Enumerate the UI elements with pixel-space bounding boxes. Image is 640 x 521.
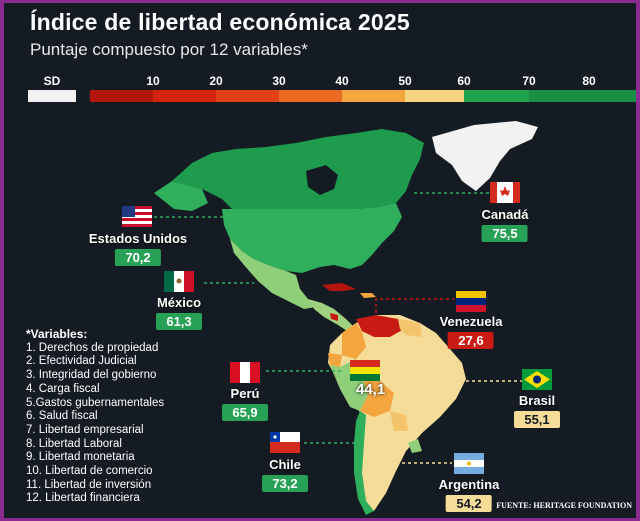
canada-shape — [172, 129, 424, 209]
country-name: Brasil — [518, 393, 556, 408]
score-badge: 55,1 — [514, 411, 560, 428]
cuba-shape — [322, 283, 356, 291]
legend-band-1 — [90, 90, 153, 102]
legend-band-6 — [405, 90, 464, 102]
variable-item: 6. Salud fiscal — [26, 410, 98, 423]
legend-sd-swatch — [28, 90, 76, 102]
score-badge: 61,3 — [156, 313, 202, 330]
legend-band-8 — [529, 90, 636, 102]
legend-band-7 — [464, 90, 529, 102]
variable-item: 10. Libertad de comercio — [26, 465, 153, 478]
variable-item: 7. Libertad empresarial — [26, 423, 144, 436]
nicaragua-shape — [330, 313, 338, 321]
chile-shape — [354, 411, 374, 515]
legend-sd-label: SD — [43, 74, 61, 88]
legend-tick-label: 60 — [457, 74, 471, 88]
legend-tick-label: 10 — [146, 74, 160, 88]
paraguay-shape — [390, 411, 408, 431]
flag-canada-icon — [490, 182, 520, 203]
flag-argentina-icon — [454, 453, 484, 474]
legend-tick-label: 40 — [335, 74, 349, 88]
colombia-shape — [342, 323, 366, 359]
variable-item: 9. Libertad monetaria — [26, 451, 135, 464]
legend-color-bar — [90, 90, 636, 102]
flag-bolivia-icon — [350, 360, 380, 381]
country-name: Estados Unidos — [88, 231, 188, 246]
legend-tick-label: 20 — [209, 74, 223, 88]
ecuador-shape — [328, 353, 342, 367]
country-name: Venezuela — [439, 314, 503, 329]
callout-usa: Estados Unidos 70,2 — [89, 231, 187, 267]
country-name: Perú — [230, 386, 260, 401]
flag-brasil-icon — [522, 369, 552, 390]
score-badge: 73,2 — [262, 475, 308, 492]
connector-venezuela — [375, 298, 454, 319]
usa-shape — [222, 203, 402, 273]
map-canvas — [28, 90, 636, 515]
flag-venezuela-icon — [456, 291, 486, 312]
variable-item: 1. Derechos de propiedad — [26, 341, 159, 354]
callout-venezuela: Venezuela 27,6 — [439, 314, 503, 350]
score-badge: 70,2 — [115, 249, 161, 266]
mexico-shape — [230, 239, 316, 309]
flag-mexico-icon — [164, 271, 194, 292]
alaska-shape — [154, 181, 208, 211]
callout-brasil: Brasil 55,1 — [514, 393, 560, 429]
score-badge: 75,5 — [482, 225, 528, 242]
legend-tick-label: 80 — [582, 74, 596, 88]
score-badge: 65,9 — [222, 404, 268, 421]
variable-item: 4. Carga fiscal — [26, 382, 100, 395]
greenland-shape — [432, 121, 538, 191]
legend-band-2 — [153, 90, 216, 102]
variable-item: 11. Libertad de inversión — [26, 478, 152, 491]
variables-title: *Variables: — [26, 327, 88, 341]
legend-tick-label: 70 — [522, 74, 536, 88]
flag-usa-icon — [122, 206, 152, 227]
callout-canada: Canadá 75,5 — [481, 207, 529, 243]
venezuela-shape — [356, 315, 404, 337]
source-credit: FUENTE: HERITAGE FOUNDATION — [496, 501, 632, 510]
legend-tick-label: 30 — [272, 74, 286, 88]
legend-band-3 — [216, 90, 279, 102]
hudson-bay — [306, 165, 338, 195]
country-name: México — [156, 295, 202, 310]
variable-item: 8. Libertad Laboral — [26, 437, 122, 450]
callout-argentina: Argentina 54,2 — [438, 477, 500, 513]
legend-band-4 — [279, 90, 342, 102]
uruguay-shape — [408, 439, 422, 453]
score-badge: 54,2 — [445, 495, 492, 512]
callout-peru: Perú 65,9 — [222, 386, 268, 422]
country-name: Argentina — [438, 477, 500, 492]
country-name: Chile — [269, 457, 301, 472]
callout-mexico: México 61,3 — [156, 295, 202, 331]
infographic: Índice de libertad económica 2025 Puntaj… — [4, 3, 636, 518]
variable-item: 3. Integridad del gobierno — [26, 369, 157, 382]
legend-tick-label: 50 — [398, 74, 412, 88]
country-name: Canadá — [481, 207, 529, 222]
variables-list: *Variables: 1. Derechos de propiedad 2. … — [26, 327, 165, 506]
page-title: Índice de libertad económica 2025 — [30, 9, 410, 35]
variable-item: 12. Libertad financiera — [26, 492, 140, 505]
legend-band-5 — [342, 90, 405, 102]
callout-chile: Chile 73,2 — [262, 457, 308, 493]
bolivia-shape — [360, 375, 394, 417]
page-subtitle: Puntaje compuesto por 12 variables* — [30, 40, 308, 59]
caribbean-islands — [360, 293, 376, 298]
variable-item: 5.Gastos gubernamentales — [26, 396, 165, 409]
guianas-shape — [398, 319, 422, 337]
flag-peru-icon — [230, 362, 260, 383]
bolivia-score: 44,1 — [356, 381, 386, 398]
variable-item: 2. Efectividad Judicial — [26, 355, 137, 368]
flag-chile-icon — [270, 432, 300, 453]
score-badge: 27,6 — [448, 332, 494, 349]
